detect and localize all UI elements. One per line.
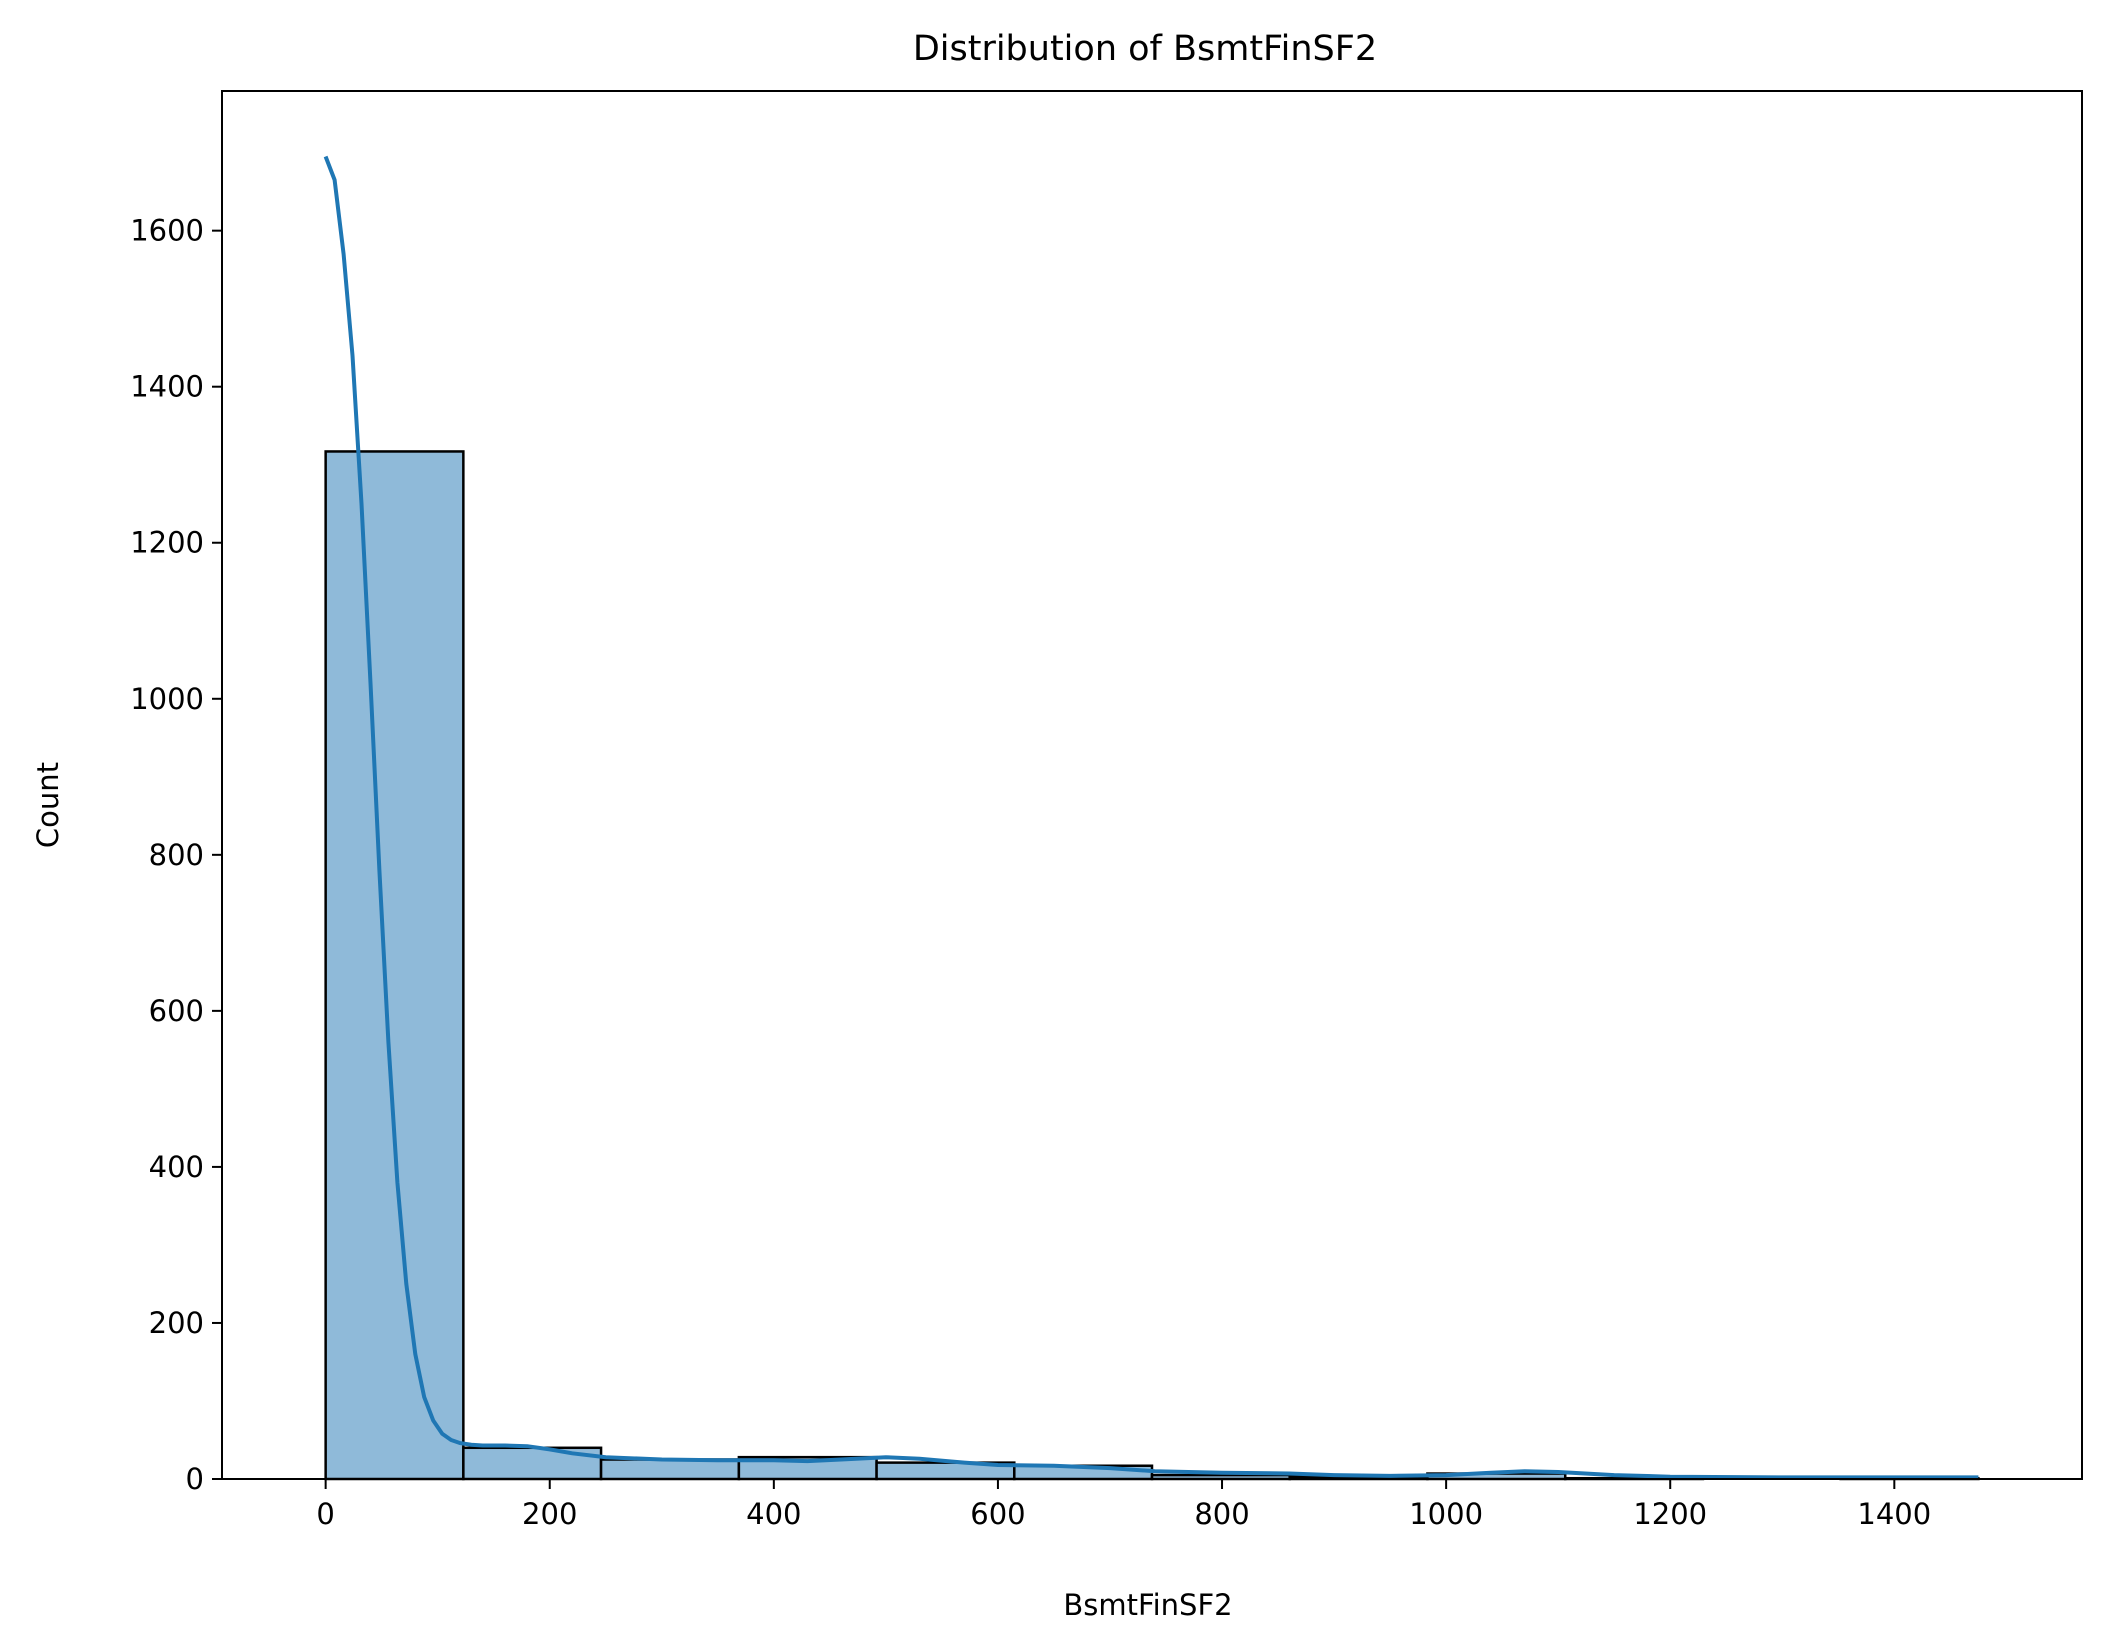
- x-tick-label: 800: [1194, 1497, 1249, 1531]
- x-tick-label: 0: [316, 1497, 334, 1531]
- x-axis-label: BsmtFinSF2: [1063, 1588, 1232, 1622]
- y-axis-label: Count: [31, 762, 65, 848]
- y-tick-label: 1400: [130, 370, 204, 404]
- y-tick-label: 600: [149, 994, 204, 1028]
- x-tick-label: 400: [746, 1497, 801, 1531]
- y-tick-label: 0: [186, 1462, 204, 1496]
- y-tick-label: 800: [149, 838, 204, 872]
- y-tick-label: 400: [149, 1150, 204, 1184]
- x-tick-label: 600: [970, 1497, 1025, 1531]
- histogram-bars: [324, 450, 1980, 1481]
- plot-frame: [221, 90, 2083, 1480]
- x-tick-label: 1000: [1409, 1497, 1483, 1531]
- y-tick-label: 200: [149, 1306, 204, 1340]
- y-tick-label: 1200: [130, 526, 204, 560]
- x-tick-label: 1400: [1857, 1497, 1931, 1531]
- y-axis-ticks: 0 200 400 600 800 1000 1200 1400 1600: [130, 214, 222, 1496]
- chart-title: Distribution of BsmtFinSF2: [913, 29, 1377, 69]
- x-axis-ticks: 0 200 400 600 800 1000 1200 1400: [316, 1479, 1931, 1531]
- x-tick-label: 1200: [1633, 1497, 1707, 1531]
- y-tick-label: 1000: [130, 682, 204, 716]
- kde-curve: [323, 155, 1979, 1480]
- x-tick-label: 200: [522, 1497, 577, 1531]
- histogram-bar: [324, 450, 465, 1481]
- y-tick-label: 1600: [130, 214, 204, 248]
- histogram-bar: [599, 1458, 741, 1481]
